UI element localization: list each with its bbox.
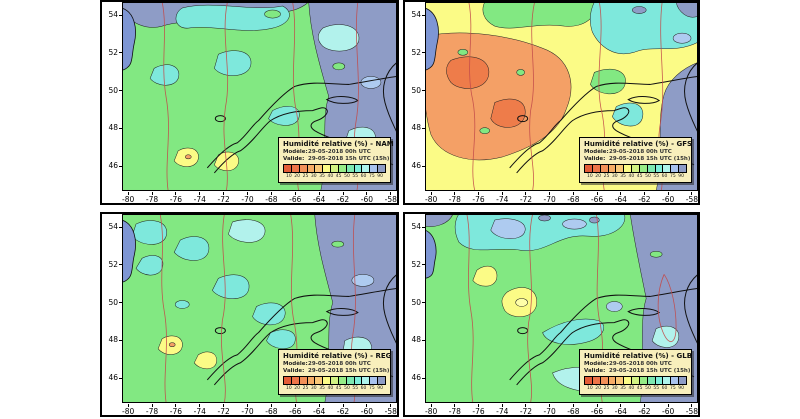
nam-colorbar (283, 164, 386, 173)
nam-map (122, 2, 397, 191)
reg-colorbar (283, 376, 386, 385)
panel-reg: 54 52 50 48 46 (100, 212, 399, 417)
reg-legend: Humidité relative (%) - REG Modèle: 29-05… (278, 349, 391, 395)
nam-colorbar-values: 10 20 25 30 35 40 45 50 55 60 75 90 (286, 174, 383, 179)
nam-axis-corner (102, 191, 122, 203)
reg-axis-corner (102, 403, 122, 415)
glb-legend: Humidité relative (%) - GLB Modèle: 29-05… (579, 349, 692, 395)
reg-valid-value: 29-05-2018 15h UTC (15h) (308, 368, 390, 374)
gfs-colorbar-values: 10 20 25 30 35 40 45 50 55 60 75 90 (587, 174, 684, 179)
glb-james-bay (425, 229, 437, 279)
nam-legend-title: Humidité relative (%) - NAM (283, 140, 394, 148)
model-label: Modèle: (283, 361, 308, 367)
gfs-james-bay (425, 7, 439, 71)
gfs-axis-corner (405, 191, 425, 203)
gfs-plot: Humidité relative (%) - GFS Modèle: 29-05… (425, 2, 698, 191)
reg-plot: Humidité relative (%) - REG Modèle: 29-05… (122, 214, 397, 403)
nam-james-bay (122, 7, 136, 71)
glb-axis-corner (405, 403, 425, 415)
glb-colorbar (584, 376, 687, 385)
gfs-lat-axis: 54 52 50 48 46 (405, 2, 425, 191)
reg-james-bay (122, 219, 136, 283)
nam-lat-axis: 54 52 50 48 46 (102, 2, 122, 191)
gfs-colorbar (584, 164, 687, 173)
nam-model-value: 29-05-2018 00h UTC (308, 149, 371, 155)
gfs-valid-value: 29-05-2018 15h UTC (15h) (609, 156, 691, 162)
nam-lon-axis: -80 -78 -76 -74 -72 -70 -68 -66 -64 -62 -60 -58 (122, 191, 397, 204)
reg-colorbar-values: 10 20 25 30 35 40 45 50 55 60 75 90 (286, 386, 383, 391)
valid-label: Valide: (584, 368, 606, 374)
gfs-humidity-fills (425, 2, 698, 191)
glb-legend-title: Humidité relative (%) - GLB (584, 352, 693, 360)
glb-valid-value: 29-05-2018 15h UTC (15h) (609, 368, 691, 374)
panel-gfs: 54 52 50 48 46 (403, 0, 700, 205)
reg-model-value: 29-05-2018 00h UTC (308, 361, 371, 367)
reg-lon-axis: -80 -78 -76 -74 -72 -70 -68 -66 -64 -62 -60 -58 (122, 403, 397, 416)
valid-label: Valide: (283, 156, 305, 162)
valid-label: Valide: (283, 368, 305, 374)
model-label: Modèle: (584, 149, 609, 155)
panel-glb: 54 52 50 48 46 (403, 212, 700, 417)
glb-lat-axis: 54 52 50 48 46 (405, 214, 425, 403)
panel-nam: 54 52 50 48 46 (100, 0, 399, 205)
gfs-legend: Humidité relative (%) - GFS Modèle: 29-05… (579, 137, 692, 183)
glb-lon-axis: -80 -78 -76 -74 -72 -70 -68 -66 -64 -62 -60 -58 (425, 403, 698, 416)
glb-model-value: 29-05-2018 00h UTC (609, 361, 672, 367)
nam-legend: Humidité relative (%) - NAM Modèle: 29-05… (278, 137, 394, 183)
reg-lat-axis: 54 52 50 48 46 (102, 214, 122, 403)
reg-legend-title: Humidité relative (%) - REG (283, 352, 392, 360)
gfs-model-value: 29-05-2018 00h UTC (609, 149, 672, 155)
gfs-lon-axis: -80 -78 -76 -74 -72 -70 -68 -66 -64 -62 -60 -58 (425, 191, 698, 204)
glb-colorbar-values: 10 20 25 30 35 40 45 50 55 60 75 90 (587, 386, 684, 391)
model-label: Modèle: (283, 149, 308, 155)
glb-plot: Humidité relative (%) - GLB Modèle: 29-05… (425, 214, 698, 403)
valid-label: Valide: (584, 156, 606, 162)
reg-map (122, 214, 397, 403)
nam-plot: Humidité relative (%) - NAM Modèle: 29-05… (122, 2, 397, 191)
nam-valid-value: 29-05-2018 15h UTC (15h) (308, 156, 390, 162)
model-label: Modèle: (584, 361, 609, 367)
gfs-legend-title: Humidité relative (%) - GFS (584, 140, 693, 148)
